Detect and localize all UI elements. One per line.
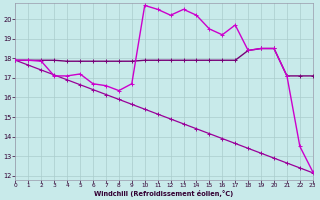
X-axis label: Windchill (Refroidissement éolien,°C): Windchill (Refroidissement éolien,°C) (94, 190, 234, 197)
